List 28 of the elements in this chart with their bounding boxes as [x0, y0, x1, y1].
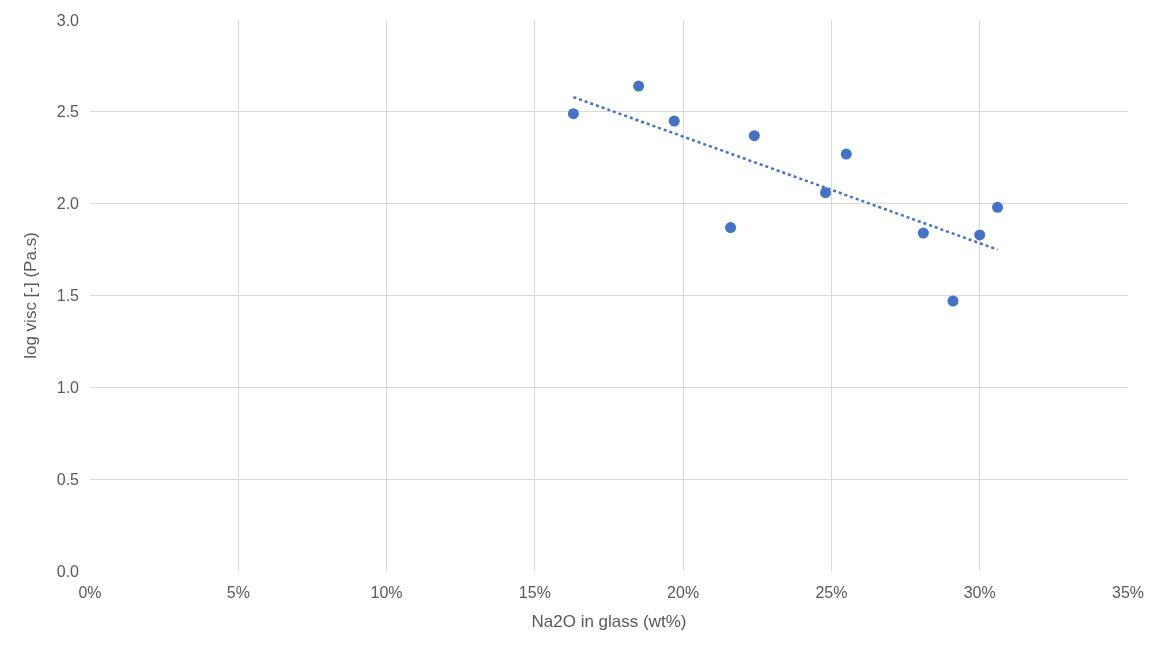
point — [947, 295, 959, 307]
point — [820, 187, 831, 199]
x-tick-label: 35% — [1111, 584, 1145, 601]
point — [725, 222, 737, 234]
x-tick-label: 25% — [815, 584, 848, 601]
y-tick-label: 1.0 — [56, 378, 80, 396]
point — [840, 148, 852, 160]
x-tick-label: 15% — [518, 584, 551, 601]
x-tick-label: 20% — [667, 584, 700, 601]
x-tick-label: 5% — [226, 584, 250, 601]
point — [633, 80, 645, 92]
y-tick-label: 2.5 — [56, 103, 80, 121]
y-axis-title: log visc [-] (Pa.s) — [21, 232, 41, 359]
x-tick-label: 0% — [78, 584, 102, 601]
y-tick-label: 2.0 — [56, 195, 80, 213]
y-tick-label: 0.5 — [56, 470, 80, 488]
point — [748, 130, 760, 142]
x-axis-title: Na2O in glass (wt%) — [531, 612, 687, 632]
point — [992, 201, 1004, 213]
point — [917, 227, 929, 239]
x-tick-label: 10% — [370, 584, 403, 601]
y-tick-label: 0.0 — [56, 562, 80, 580]
y-tick-label: 1.5 — [56, 287, 80, 305]
y-tick-label: 3.0 — [56, 11, 80, 29]
x-tick-label: 30% — [963, 584, 996, 601]
point — [567, 108, 579, 120]
point — [974, 229, 986, 241]
point — [668, 115, 680, 127]
